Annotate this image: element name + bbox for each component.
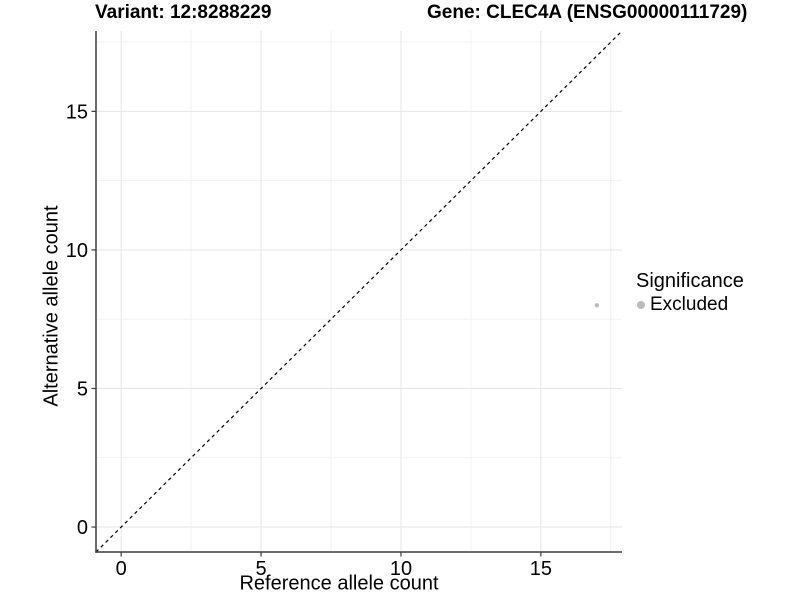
x-tick-label: 0 [116,558,127,580]
y-tick-label: 15 [66,101,88,123]
y-tick-label: 0 [77,517,88,539]
data-point [594,303,600,308]
x-tick-label: 15 [530,558,552,580]
x-tick-label: 5 [256,558,267,580]
legend-entry-excluded: Excluded [637,294,744,315]
x-tick-label: 10 [390,558,412,580]
y-tick-label: 10 [66,240,88,262]
identity-dashed-line [95,30,623,553]
x-axis-title: Reference allele count [239,572,439,595]
gene-title: Gene: CLEC4A (ENSG00000111729) [427,2,748,23]
legend-entry-label: Excluded [650,294,729,315]
y-tick-label: 5 [77,378,88,400]
variant-title: Variant: 12:8288229 [95,2,272,23]
legend-marker-circle-icon [637,300,645,309]
legend-title: Significance [636,270,744,292]
legend: Significance Excluded [636,270,744,316]
